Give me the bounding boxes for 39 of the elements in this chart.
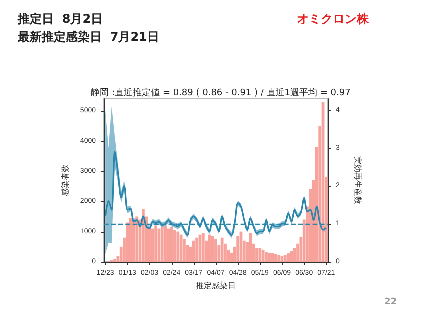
- bar: [192, 240, 196, 262]
- bar: [174, 230, 176, 262]
- line-series: [104, 151, 328, 236]
- bar: [211, 236, 214, 262]
- bar: [256, 248, 258, 262]
- bar: [265, 252, 268, 262]
- bar: [268, 252, 272, 262]
- bar: [274, 254, 278, 262]
- bar: [167, 228, 170, 262]
- bar: [114, 258, 116, 262]
- bar: [196, 238, 199, 262]
- bar: [136, 216, 139, 262]
- x-axis-title: 推定感染日: [196, 281, 236, 290]
- bar: [220, 238, 224, 262]
- bar: [170, 227, 174, 262]
- bar: [208, 234, 212, 262]
- bar: [287, 254, 290, 262]
- text: 22: [384, 298, 398, 308]
- bar: [293, 248, 296, 262]
- y2-axis-title: 実効再生産数: [354, 156, 362, 204]
- text: 推定日 8月2日: [17, 12, 104, 26]
- bar: [262, 250, 265, 262]
- text: 最新推定感染日 7月21日: [17, 30, 160, 44]
- text: オミクロン株: [297, 12, 370, 26]
- bar: [284, 255, 287, 262]
- bar: [151, 228, 154, 262]
- bar: [183, 239, 186, 262]
- bar: [176, 232, 180, 262]
- bar: [160, 227, 164, 262]
- bar: [236, 236, 240, 262]
- bar: [278, 255, 281, 262]
- bar: [214, 239, 218, 262]
- bar: [202, 233, 205, 262]
- bar: [258, 248, 262, 262]
- bar: [164, 226, 167, 262]
- bar: [154, 226, 158, 262]
- y-axis-title: 感染者数: [61, 164, 70, 196]
- chart-title: 静岡 :直近推定値 = 0.89 ( 0.86 - 0.91 ) / 直近1週平均 = 0.97: [91, 88, 351, 98]
- bar: [129, 218, 132, 262]
